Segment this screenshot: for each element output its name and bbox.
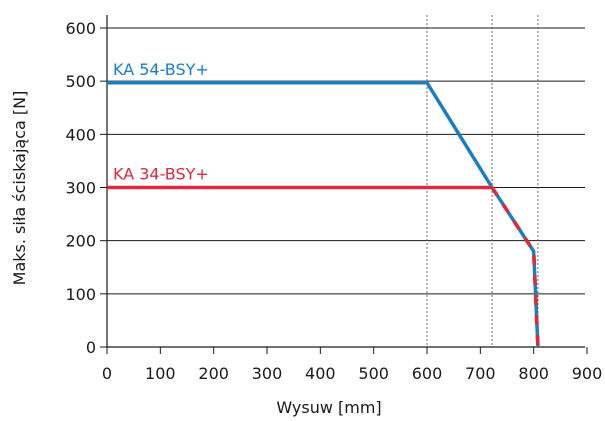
x-tick-label-400: 400: [305, 364, 336, 383]
x-tick-label-300: 300: [252, 364, 283, 383]
y-tick-label-300: 300: [65, 179, 96, 198]
x-tick-label-700: 700: [465, 364, 496, 383]
series-line-ka-34-shared: [490, 186, 540, 348]
axes: [100, 15, 588, 354]
x-axis-label: Wysuw [mm]: [276, 398, 381, 417]
x-tick-label-900: 900: [572, 364, 603, 383]
y-tick-label-400: 400: [65, 125, 96, 144]
x-tick-label-500: 500: [358, 364, 389, 383]
x-tick-label-0: 0: [102, 364, 112, 383]
series-group: KA 54-BSY+ KA 34-BSY+: [107, 60, 540, 348]
y-tick-label-0: 0: [86, 338, 96, 357]
x-tick-label-800: 800: [518, 364, 549, 383]
y-tick-label-500: 500: [65, 72, 96, 91]
y-tick-label-600: 600: [65, 19, 96, 38]
y-tick-label-200: 200: [65, 232, 96, 251]
x-tick-label-200: 200: [198, 364, 229, 383]
series-label-ka-54: KA 54-BSY+: [113, 60, 209, 79]
series-line-ka-54: [107, 81, 540, 348]
y-axis-label: Maks. siła ściskająca [N]: [10, 91, 29, 286]
tick-labels: 0 100 200 300 400 500 600 0 100 200 300 400 500 600 70…: [65, 19, 602, 383]
y-tick-label-100: 100: [65, 285, 96, 304]
x-tick-label-100: 100: [145, 364, 176, 383]
vertical-markers: [426, 15, 539, 347]
x-tick-label-600: 600: [412, 364, 443, 383]
series-label-ka-34: KA 34-BSY+: [113, 165, 209, 184]
